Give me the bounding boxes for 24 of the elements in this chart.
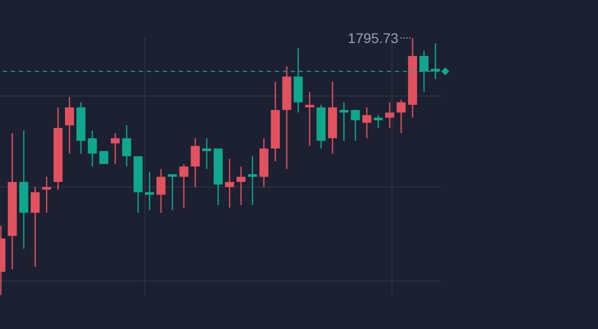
candlestick bbox=[30, 186, 40, 268]
candlestick bbox=[168, 174, 177, 211]
candlestick bbox=[145, 171, 154, 211]
candlestick bbox=[305, 91, 314, 147]
candlestick bbox=[99, 150, 108, 165]
candlestick bbox=[202, 138, 212, 170]
candlestick bbox=[88, 130, 97, 168]
candlestick bbox=[236, 166, 246, 206]
candlestick bbox=[385, 102, 394, 129]
candlestick bbox=[122, 124, 132, 168]
candlestick bbox=[64, 96, 74, 154]
candlestick bbox=[225, 158, 234, 208]
candlestick bbox=[42, 176, 52, 214]
candlestick bbox=[339, 102, 348, 142]
candlestick bbox=[179, 163, 188, 208]
candlestick bbox=[248, 156, 257, 206]
candlestick bbox=[396, 99, 406, 134]
annotation: 1795.73 bbox=[348, 30, 399, 46]
candlestick bbox=[190, 138, 200, 188]
candlestick bbox=[156, 168, 166, 214]
candlestick bbox=[374, 114, 383, 129]
candlestick bbox=[110, 132, 120, 165]
candlestick bbox=[362, 106, 372, 139]
candlestick bbox=[350, 109, 360, 142]
